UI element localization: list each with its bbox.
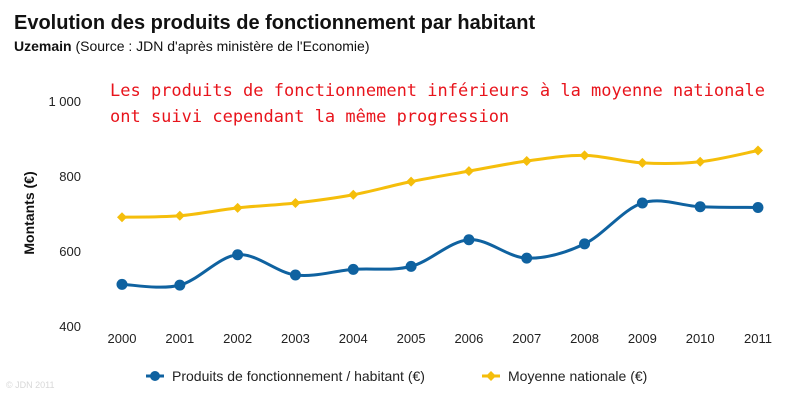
legend-label-moyenne: Moyenne nationale (€) <box>508 368 647 384</box>
y-tick-label: 1 000 <box>48 94 81 109</box>
data-point-moyenne <box>406 176 417 187</box>
data-point-moyenne <box>753 145 763 156</box>
y-tick-label: 600 <box>59 244 81 259</box>
y-tick-label: 800 <box>59 169 81 184</box>
data-point-produits <box>232 249 244 261</box>
annotation-line-2: ont suivi cependant la même progression <box>110 107 509 127</box>
data-point-moyenne <box>290 198 301 208</box>
data-point-produits <box>579 238 591 250</box>
legend-marker-produits <box>150 371 160 381</box>
data-point-produits <box>521 252 533 264</box>
series-line-moyenne <box>121 149 759 219</box>
data-point-moyenne <box>637 157 648 168</box>
chart-title: Evolution des produits de fonctionnement… <box>14 12 535 34</box>
series-moyenne <box>117 145 763 223</box>
data-point-produits <box>289 269 301 281</box>
watermark: © JDN 2011 <box>6 380 55 390</box>
legend-marker-moyenne <box>486 371 496 381</box>
x-tick-label: 2008 <box>570 331 599 346</box>
x-tick-label: 2006 <box>454 331 483 346</box>
data-point-produits <box>405 260 417 272</box>
data-point-moyenne <box>232 202 243 213</box>
x-tick-label: 2005 <box>397 331 426 346</box>
x-tick-label: 2010 <box>686 331 715 346</box>
subtitle-commune: Uzemain <box>14 38 72 54</box>
data-point-moyenne <box>521 156 532 166</box>
data-point-produits <box>636 197 648 209</box>
x-tick-label: 2001 <box>165 331 194 346</box>
y-tick-label: 400 <box>59 319 81 334</box>
data-point-produits <box>463 234 475 246</box>
annotation-line-1: Les produits de fonctionnement inférieur… <box>110 81 765 101</box>
series-line-produits <box>121 199 759 289</box>
subtitle-source: (Source : JDN d'après ministère de l'Eco… <box>72 38 370 54</box>
x-tick-label: 2003 <box>281 331 310 346</box>
x-tick-label: 2002 <box>223 331 252 346</box>
chart-subtitle: Uzemain (Source : JDN d'après ministère … <box>14 38 369 54</box>
x-tick-label: 2004 <box>339 331 368 346</box>
y-axis-ticks: 400 600 800 1 000 <box>48 94 81 334</box>
series-produits <box>116 197 764 291</box>
data-point-produits <box>694 201 706 213</box>
data-point-moyenne <box>348 189 359 200</box>
data-point-moyenne <box>117 212 127 223</box>
data-point-moyenne <box>463 166 474 177</box>
data-point-produits <box>174 279 186 291</box>
data-point-produits <box>347 263 359 275</box>
x-axis-ticks: 2000 2001 2002 2003 2004 2005 2006 2007 2008 2009… <box>108 331 772 346</box>
x-tick-label: 2007 <box>512 331 541 346</box>
data-point-produits <box>752 202 764 213</box>
y-axis-label: Montants (€) <box>21 171 37 254</box>
x-tick-label: 2009 <box>628 331 657 346</box>
x-tick-label: 2011 <box>744 331 772 346</box>
series-layer <box>116 145 764 291</box>
legend: Produits de fonctionnement / habitant (€… <box>146 368 647 384</box>
data-point-moyenne <box>174 210 185 221</box>
data-point-moyenne <box>695 156 706 167</box>
x-tick-label: 2000 <box>108 331 137 346</box>
data-point-moyenne <box>579 150 590 161</box>
legend-label-produits: Produits de fonctionnement / habitant (€… <box>172 368 425 384</box>
data-point-produits <box>116 278 128 290</box>
